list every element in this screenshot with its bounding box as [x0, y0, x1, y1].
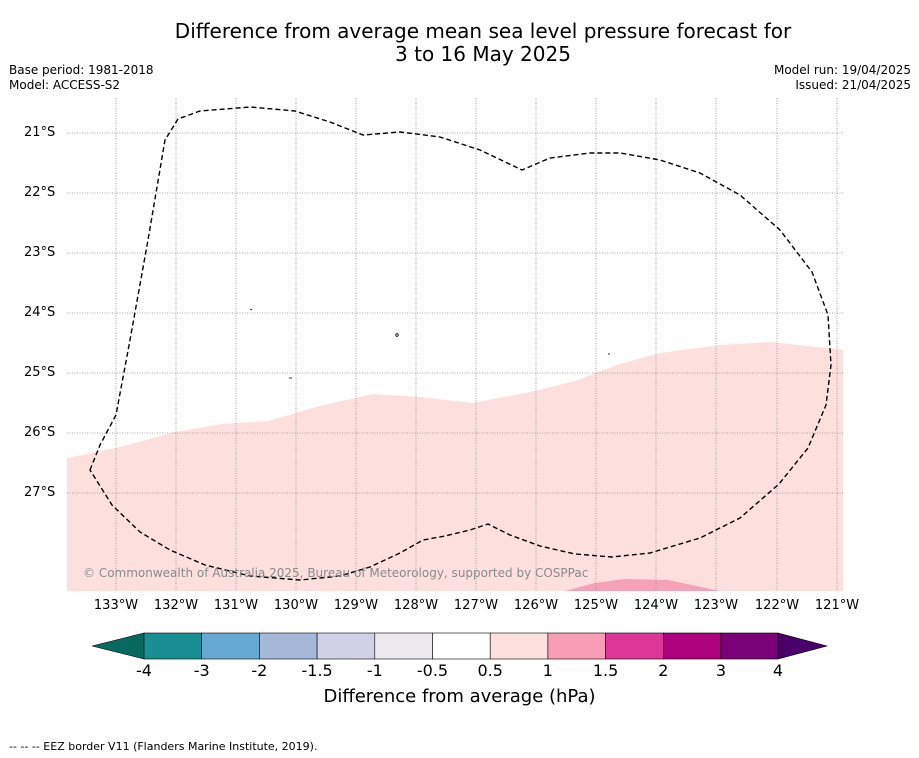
base-period-text: Base period: 1981-2018	[9, 63, 154, 77]
colorbar-tick-label: -3	[193, 661, 210, 680]
longitude-gridlines	[115, 98, 838, 591]
stronger-anomaly-patch	[565, 579, 720, 591]
colorbar-tick-label: -4	[136, 661, 152, 680]
latitude-label: 21°S	[24, 125, 56, 140]
longitude-label: 123°W	[693, 598, 739, 613]
longitude-label: 129°W	[333, 598, 379, 613]
colorbar-bin	[547, 632, 606, 660]
latitude-label: 23°S	[24, 245, 56, 260]
longitude-label: 124°W	[633, 598, 679, 613]
positive-anomaly-region	[67, 342, 843, 591]
colorbar-tick-label: 4	[772, 661, 784, 680]
latitude-label: 26°S	[24, 425, 56, 440]
colorbar-tick-label: 1.5	[592, 661, 619, 680]
map-title-line-2: 3 to 16 May 2025	[395, 42, 571, 66]
colorbar-tick-label: -0.5	[416, 661, 449, 680]
eez-legend-footnote: -- -- -- EEZ border V11 (Flanders Marine…	[9, 740, 318, 753]
colorbar-bin	[489, 632, 549, 660]
colorbar-bin	[201, 632, 260, 660]
longitude-label: 128°W	[393, 598, 439, 613]
colorbar-tick-label: 1	[542, 661, 553, 680]
colorbar-over-arrow	[777, 632, 829, 660]
colorbar-title: Difference from average (hPa)	[323, 686, 596, 707]
island-outlines	[249, 308, 610, 379]
colorbar-bin	[316, 632, 376, 660]
longitude-label: 131°W	[213, 598, 259, 613]
longitude-label: 130°W	[273, 598, 319, 613]
colorbar-under-arrow	[91, 632, 145, 660]
colorbar-tick-label: -1	[366, 661, 383, 680]
colorbar-bin	[662, 632, 722, 660]
latitude-label: 25°S	[24, 365, 56, 380]
colorbar-bin	[720, 632, 779, 660]
model-text: Model: ACCESS-S2	[9, 78, 121, 92]
latitude-gridlines	[67, 132, 843, 494]
longitude-label: 122°W	[754, 598, 800, 613]
longitude-label: 133°W	[93, 598, 139, 613]
colorbar-tick-label: -1.5	[301, 661, 333, 680]
colorbar-bin	[259, 632, 318, 660]
copyright-notice: © Commonwealth of Australia 2025, Bureau…	[83, 566, 589, 580]
colorbar-tick-label: 0.5	[477, 661, 503, 680]
colorbar-bin	[605, 632, 664, 660]
longitude-label: 125°W	[573, 598, 619, 613]
eez-border	[89, 106, 832, 581]
colorbar-tick-label: 2	[658, 661, 669, 680]
issued-text: Issued: 21/04/2025	[795, 78, 911, 92]
colorbar-tick-label: 3	[715, 661, 727, 680]
longitude-label: 127°W	[453, 598, 499, 613]
latitude-label: 27°S	[24, 485, 56, 500]
longitude-label: 121°W	[814, 598, 860, 613]
latitude-label: 22°S	[24, 185, 56, 200]
longitude-label: 126°W	[513, 598, 559, 613]
colorbar-bin	[374, 632, 433, 660]
colorbar-bin	[143, 632, 203, 660]
colorbar	[91, 632, 829, 660]
colorbar-bin	[432, 632, 491, 660]
model-run-text: Model run: 19/04/2025	[773, 63, 911, 77]
colorbar-tick-label: -2	[251, 661, 268, 680]
map-title-line-1: Difference from average mean sea level p…	[174, 19, 792, 43]
longitude-label: 132°W	[153, 598, 199, 613]
latitude-label: 24°S	[24, 305, 56, 320]
map-area	[67, 98, 843, 591]
